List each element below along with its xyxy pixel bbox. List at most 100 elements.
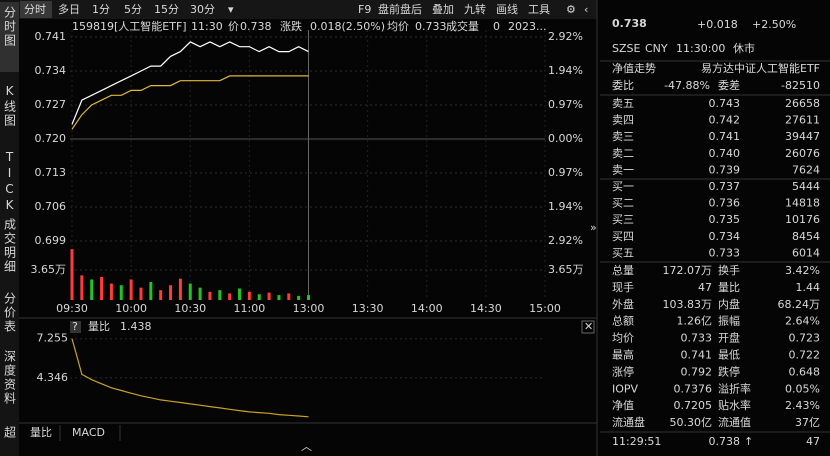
book-label: 买三 (612, 213, 634, 226)
info-date: 2023... (508, 20, 546, 33)
quote-change: +0.018 (697, 18, 738, 31)
expand-icon[interactable]: » (590, 221, 597, 234)
tool-button[interactable]: 画线 (496, 2, 518, 16)
stat-label: 量比 (718, 281, 740, 294)
book-volume: 10176 (785, 213, 820, 226)
stat-value: 3.42% (785, 264, 820, 277)
side-tab-active (0, 2, 19, 72)
toolbar (19, 0, 597, 19)
quote-status: CNY (645, 42, 668, 55)
settings-icon[interactable]: ⚙ (566, 3, 576, 16)
y2-tick-label: 1.94% (548, 64, 583, 77)
stat-label: 净值 (612, 398, 634, 412)
book-volume: 5444 (792, 180, 820, 193)
info-symbol: 159819[人工智能ETF] (72, 19, 187, 33)
tool-button[interactable]: 盘前盘后 (378, 2, 422, 16)
help-icon[interactable]: ? (72, 320, 78, 333)
stat-label: 跌停 (718, 364, 740, 378)
book-volume: 6014 (792, 246, 820, 259)
indicator-value: 1.438 (120, 320, 152, 333)
stat-value: 37亿 (795, 416, 820, 429)
series-line (71, 338, 309, 418)
period-tab[interactable]: 30分 (190, 3, 215, 16)
book-price: 0.740 (709, 147, 741, 160)
stat-value: 0.723 (789, 332, 821, 345)
quote-price: 0.738 (612, 17, 647, 30)
stat-label: 现手 (612, 280, 634, 294)
period-tab[interactable]: 1分 (92, 3, 110, 16)
book-price: 0.735 (709, 213, 741, 226)
tool-button[interactable]: F9 (358, 3, 371, 16)
close-box[interactable] (581, 320, 595, 334)
stat-label: 均价 (612, 332, 634, 345)
book-volume: 7624 (792, 163, 820, 176)
volume-bar (109, 283, 113, 300)
y-tick-label: 4.346 (37, 371, 69, 384)
x-tick-label: 14:30 (470, 302, 502, 315)
volume-bar (307, 295, 310, 300)
book-price: 0.733 (709, 246, 741, 259)
x-tick-label: 09:30 (56, 302, 88, 315)
tool-button[interactable]: 九转 (464, 2, 486, 16)
period-tab[interactable]: 多日 (58, 2, 80, 16)
book-price: 0.734 (709, 230, 741, 243)
info-price: 0.738 (240, 20, 272, 33)
info-avg: 0.733 (415, 20, 447, 33)
info-volume: 0 (493, 20, 500, 33)
volume-bar (149, 281, 153, 300)
book-label: 卖三 (612, 130, 634, 143)
stat-value: 172.07万 (663, 264, 713, 277)
close-icon[interactable]: ✕ (584, 320, 593, 333)
stat-value: 2.64% (785, 315, 820, 328)
book-price: 0.743 (709, 97, 741, 110)
x-tick-label: 14:00 (411, 302, 443, 315)
volume-bar (100, 277, 104, 300)
stat-value: 0.648 (789, 365, 821, 378)
stat-label: 贴水率 (718, 398, 751, 412)
volume-bar (238, 288, 242, 300)
help-box[interactable] (70, 321, 81, 333)
tool-button[interactable]: 叠加 (432, 3, 454, 16)
stat-label: 总量 (612, 263, 634, 277)
book-volume: 14818 (785, 197, 820, 210)
order-ratio-label: 委比 (612, 79, 634, 92)
y-tick-label: 0.720 (35, 132, 67, 145)
period-tab[interactable]: 15分 (154, 3, 179, 16)
bottom-tab[interactable]: 量比 (30, 426, 52, 439)
trade-volume: 47 (806, 435, 820, 448)
side-tab[interactable]: 超 (3, 425, 17, 440)
info-price-label: 价 (228, 20, 239, 33)
nav-trend[interactable]: 净值走势 (612, 61, 656, 75)
y-tick-label: 7.255 (37, 332, 69, 345)
stat-label: 振幅 (718, 314, 740, 328)
book-label: 卖四 (612, 114, 634, 127)
y-tick-label: 0.713 (35, 166, 67, 179)
book-label: 买四 (612, 230, 634, 243)
side-tab[interactable]: 分时图 (3, 6, 17, 48)
info-time: 11:30 (191, 20, 223, 33)
period-dropdown[interactable]: ▾ (228, 3, 234, 16)
period-tab[interactable]: 5分 (124, 3, 142, 16)
collapse-icon[interactable]: ‹ (584, 3, 588, 16)
side-tab[interactable]: TICK (3, 150, 17, 214)
series-line (71, 41, 309, 125)
side-tab[interactable]: K线图 (3, 84, 17, 128)
quote-status: 休市 (733, 41, 755, 55)
series-line (71, 75, 309, 130)
side-tab[interactable]: 成交明细 (3, 218, 17, 274)
x-tick-label: 11:00 (234, 302, 266, 315)
stat-value: 50.30亿 (670, 416, 713, 429)
info-avg-label: 均价 (387, 20, 409, 33)
side-tab[interactable]: 分价表 (3, 292, 17, 334)
side-tab[interactable]: 深度资料 (3, 350, 17, 406)
indicator-title: 量比 (88, 320, 110, 333)
bottom-tab[interactable]: MACD (72, 426, 105, 439)
volume-bar (277, 295, 281, 300)
volume-bar (267, 292, 271, 300)
period-tab[interactable]: 分时 (24, 3, 46, 16)
stat-label: 内盘 (718, 297, 740, 311)
tool-button[interactable]: 工具 (528, 3, 550, 16)
expand-up-icon[interactable]: ︿ (301, 440, 312, 453)
